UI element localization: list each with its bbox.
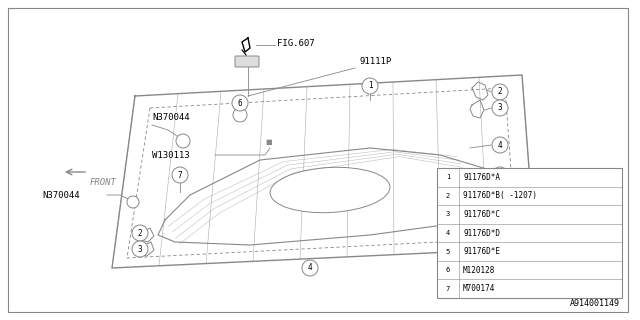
Bar: [437, 168, 622, 298]
Circle shape: [441, 282, 455, 296]
Circle shape: [492, 137, 508, 153]
Text: 3: 3: [138, 244, 142, 253]
Text: 1: 1: [368, 82, 372, 91]
Text: 2: 2: [498, 87, 502, 97]
Text: 4: 4: [308, 263, 312, 273]
Text: 4: 4: [498, 140, 502, 149]
Circle shape: [441, 207, 455, 221]
Ellipse shape: [453, 229, 483, 241]
Text: 91176D*E: 91176D*E: [463, 247, 500, 256]
Text: W130113: W130113: [152, 150, 189, 159]
Text: 6: 6: [446, 267, 450, 273]
Text: 6: 6: [237, 99, 243, 108]
Text: 5: 5: [446, 249, 450, 255]
Text: 1: 1: [446, 174, 450, 180]
Circle shape: [492, 84, 508, 100]
Ellipse shape: [270, 167, 390, 213]
Circle shape: [302, 260, 318, 276]
Circle shape: [492, 167, 508, 183]
Text: N370044: N370044: [42, 190, 79, 199]
Circle shape: [441, 189, 455, 203]
Text: 91176D*B( -1207): 91176D*B( -1207): [463, 191, 537, 200]
Circle shape: [441, 263, 455, 277]
FancyBboxPatch shape: [235, 56, 259, 67]
Text: ■: ■: [265, 139, 271, 145]
Text: 91176D*C: 91176D*C: [463, 210, 500, 219]
Circle shape: [132, 241, 148, 257]
Circle shape: [127, 196, 139, 208]
Circle shape: [232, 95, 248, 111]
Text: 7: 7: [446, 286, 450, 292]
Text: FIG.915: FIG.915: [477, 253, 515, 262]
Text: 4: 4: [446, 230, 450, 236]
Text: 2: 2: [138, 228, 142, 237]
Text: 2: 2: [446, 193, 450, 199]
Text: 91176D*D: 91176D*D: [463, 228, 500, 237]
Circle shape: [172, 167, 188, 183]
Text: 5: 5: [498, 171, 502, 180]
Text: FIG.607: FIG.607: [277, 39, 315, 49]
Text: 7: 7: [178, 171, 182, 180]
Circle shape: [441, 244, 455, 259]
Circle shape: [132, 225, 148, 241]
Circle shape: [362, 78, 378, 94]
Text: N370044: N370044: [152, 114, 189, 123]
Text: 3: 3: [498, 103, 502, 113]
Text: M120128: M120128: [463, 266, 495, 275]
Circle shape: [441, 226, 455, 240]
Circle shape: [441, 170, 455, 184]
Circle shape: [233, 108, 247, 122]
Text: FRONT: FRONT: [90, 178, 117, 187]
Text: M700174: M700174: [463, 284, 495, 293]
Text: 91111P: 91111P: [360, 58, 392, 67]
Text: 91176D*A: 91176D*A: [463, 173, 500, 182]
Text: 3: 3: [446, 212, 450, 217]
Circle shape: [176, 134, 190, 148]
Circle shape: [492, 100, 508, 116]
Text: A914001149: A914001149: [570, 299, 620, 308]
